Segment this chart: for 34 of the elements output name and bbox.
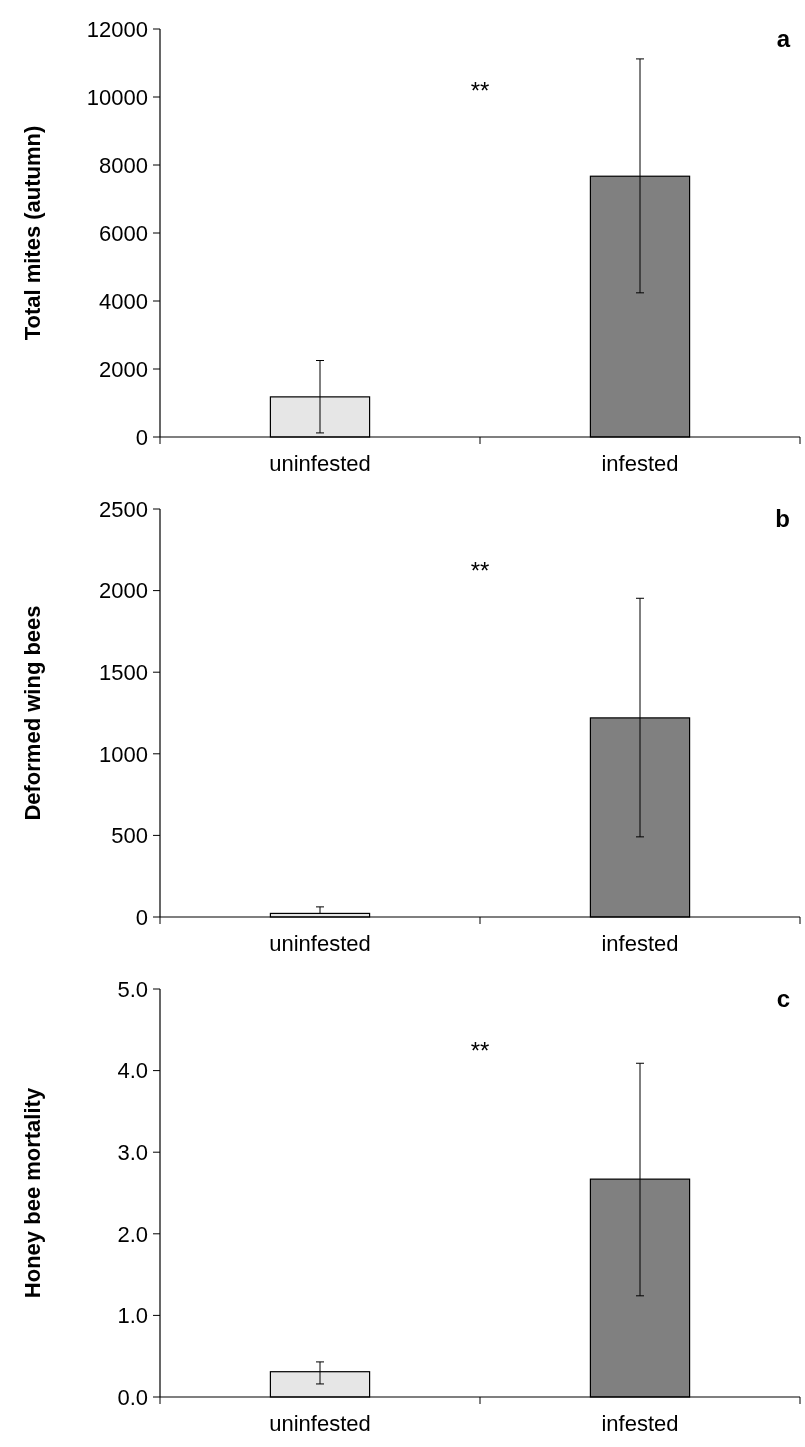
annotation: ** <box>470 1037 490 1064</box>
chart-title: b <box>775 505 790 532</box>
y-tick-label: 0 <box>135 424 148 450</box>
y-tick-label: 3.0 <box>117 1139 148 1165</box>
y-tick-label: 5.0 <box>117 976 148 1002</box>
y-tick-label: 2500 <box>99 496 148 522</box>
y-tick-label: 2000 <box>99 356 148 382</box>
x-tick-label: uninfested <box>269 1411 371 1436</box>
chart-title: a <box>776 25 791 52</box>
y-tick-label: 4.0 <box>117 1058 148 1084</box>
y-tick-label: 4000 <box>99 288 148 314</box>
y-tick-label: 2000 <box>99 578 148 604</box>
y-tick-label: 0.0 <box>117 1384 148 1410</box>
y-tick-label: 1500 <box>99 659 148 685</box>
y-tick-label: 0 <box>135 904 148 930</box>
y-axis-title: Honey bee mortality <box>20 1087 45 1299</box>
x-tick-label: infested <box>601 451 679 476</box>
y-tick-label: 12000 <box>86 16 148 42</box>
y-tick-label: 500 <box>111 823 148 849</box>
y-axis-title: Total mites (autumn) <box>20 125 45 341</box>
chart-title: c <box>776 985 790 1012</box>
x-tick-label: uninfested <box>269 931 371 956</box>
y-axis-title: Deformed wing bees <box>20 605 45 821</box>
y-tick-label: 1.0 <box>117 1303 148 1329</box>
y-tick-label: 8000 <box>99 152 148 178</box>
annotation: ** <box>470 557 490 584</box>
y-tick-label: 10000 <box>86 84 148 110</box>
annotation: ** <box>470 77 490 104</box>
x-tick-label: infested <box>601 931 679 956</box>
y-tick-label: 6000 <box>99 220 148 246</box>
y-tick-label: 2.0 <box>117 1221 148 1247</box>
x-tick-label: infested <box>601 1411 679 1436</box>
x-tick-label: uninfested <box>269 451 371 476</box>
y-tick-label: 1000 <box>99 741 148 767</box>
